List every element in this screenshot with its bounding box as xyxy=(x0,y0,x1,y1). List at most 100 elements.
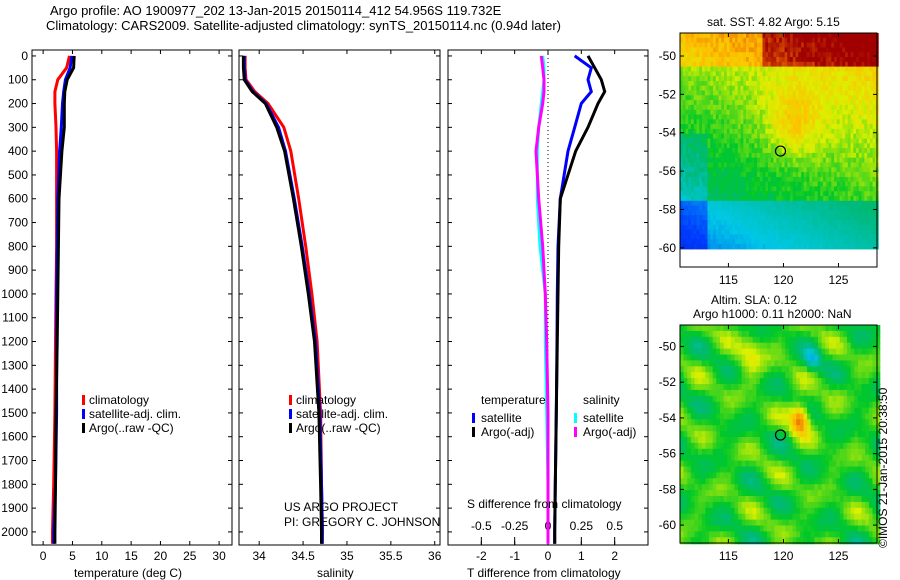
heatmap-cell xyxy=(799,401,805,409)
heatmap-cell xyxy=(847,157,852,164)
heatmap-cell xyxy=(812,71,816,77)
heatmap-cell xyxy=(757,186,761,192)
heatmap-cell xyxy=(721,42,725,48)
heatmap-cell xyxy=(730,330,735,338)
heatmap-cell xyxy=(792,220,797,226)
heatmap-cell xyxy=(818,466,823,474)
heatmap-cell xyxy=(756,442,761,450)
heatmap-cell xyxy=(773,172,777,178)
heatmap-cell xyxy=(853,176,857,183)
legend-label: satellite-adj. clim. xyxy=(296,407,388,421)
heatmap-cell xyxy=(690,442,696,450)
heatmap-cell xyxy=(757,71,761,77)
heatmap-cell xyxy=(723,372,728,380)
heatmap-cell xyxy=(790,239,794,245)
heatmap-cell xyxy=(701,513,706,521)
heatmap-cell xyxy=(839,124,843,130)
heatmap-cell xyxy=(724,114,728,120)
heatmap-cell xyxy=(818,372,823,380)
heatmap-cell xyxy=(685,100,689,106)
heatmap-cell xyxy=(705,513,710,521)
heatmap-cell xyxy=(715,167,720,173)
heatmap-cell xyxy=(699,33,703,39)
heatmap-cell xyxy=(828,124,832,130)
heatmap-cell xyxy=(683,431,688,439)
heatmap-cell xyxy=(763,513,768,521)
heatmap-cell xyxy=(729,196,733,202)
heatmap-cell xyxy=(814,496,819,503)
heatmap-cell xyxy=(759,413,765,421)
heatmap-cell xyxy=(729,95,733,101)
heatmap-cell xyxy=(704,37,709,44)
heatmap-cell xyxy=(781,90,786,96)
heatmap-cell xyxy=(864,176,868,183)
heatmap-cell xyxy=(756,437,761,444)
legend-swatch xyxy=(289,409,292,419)
legend-swatch xyxy=(82,395,85,405)
heatmap-cell xyxy=(759,229,764,235)
heatmap-cell xyxy=(836,234,841,240)
heatmap-cell xyxy=(792,90,797,96)
heatmap-cell xyxy=(696,95,700,101)
heatmap-cell xyxy=(759,128,764,135)
heatmap-cell xyxy=(705,354,710,362)
heatmap-cell xyxy=(680,531,685,539)
heatmap-cell xyxy=(825,205,830,211)
heatmap-cell xyxy=(723,501,728,509)
heatmap-cell xyxy=(872,61,876,68)
heatmap-cell xyxy=(781,336,786,344)
heatmap-cell xyxy=(740,66,744,72)
heatmap-cell xyxy=(759,133,764,140)
heatmap-cell xyxy=(821,472,826,480)
heatmap-cell xyxy=(807,384,812,391)
heatmap-cell xyxy=(737,157,742,164)
heatmap-cell xyxy=(730,342,735,350)
heatmap-cell xyxy=(872,229,876,235)
heatmap-cell xyxy=(738,372,743,380)
heatmap-cell xyxy=(759,76,764,82)
heatmap-cell xyxy=(850,215,854,221)
heatmap-cell xyxy=(749,472,754,480)
heatmap-cell xyxy=(748,152,753,159)
heatmap-cell xyxy=(812,61,816,68)
heatmap-cell xyxy=(792,119,797,125)
heatmap-cell xyxy=(696,167,700,173)
heatmap-cell xyxy=(823,104,827,111)
heatmap-cell xyxy=(776,143,780,149)
heatmap-cell xyxy=(789,395,794,403)
heatmap-cell xyxy=(763,454,768,462)
heatmap-cell xyxy=(803,366,808,374)
heatmap-cell xyxy=(680,109,684,116)
heatmap-cell xyxy=(724,229,728,235)
heatmap-cell xyxy=(740,47,744,53)
heatmap-cell xyxy=(861,172,865,178)
heatmap-cell xyxy=(704,239,709,245)
heatmap-cell xyxy=(831,109,835,116)
heatmap-cell xyxy=(801,100,805,106)
heatmap-cell xyxy=(776,133,780,140)
heatmap-cell xyxy=(710,47,714,53)
heatmap-cell xyxy=(741,372,746,380)
heatmap-cell xyxy=(820,196,824,202)
heatmap-cell xyxy=(779,224,783,231)
heatmap-cell xyxy=(693,200,698,207)
heatmap-cell xyxy=(723,348,728,356)
heatmap-cell xyxy=(735,162,739,168)
heatmap-cell xyxy=(778,395,783,403)
heatmap-cell xyxy=(751,81,755,87)
heatmap-cell xyxy=(821,425,826,433)
heatmap-cell xyxy=(720,442,725,450)
heatmap-cell xyxy=(763,525,768,533)
heatmap-cell xyxy=(735,66,739,72)
heatmap-cell xyxy=(807,490,812,498)
heatmap-cell xyxy=(759,81,764,87)
heatmap-cell xyxy=(680,95,684,101)
heatmap-cell xyxy=(821,372,826,380)
heatmap-cell xyxy=(770,196,775,202)
heatmap-cell xyxy=(715,57,720,63)
heatmap-cell xyxy=(839,57,843,63)
heatmap-cell xyxy=(778,496,783,503)
heatmap-cell xyxy=(701,466,706,474)
heatmap-cell xyxy=(803,37,808,44)
heatmap-cell xyxy=(710,138,714,144)
